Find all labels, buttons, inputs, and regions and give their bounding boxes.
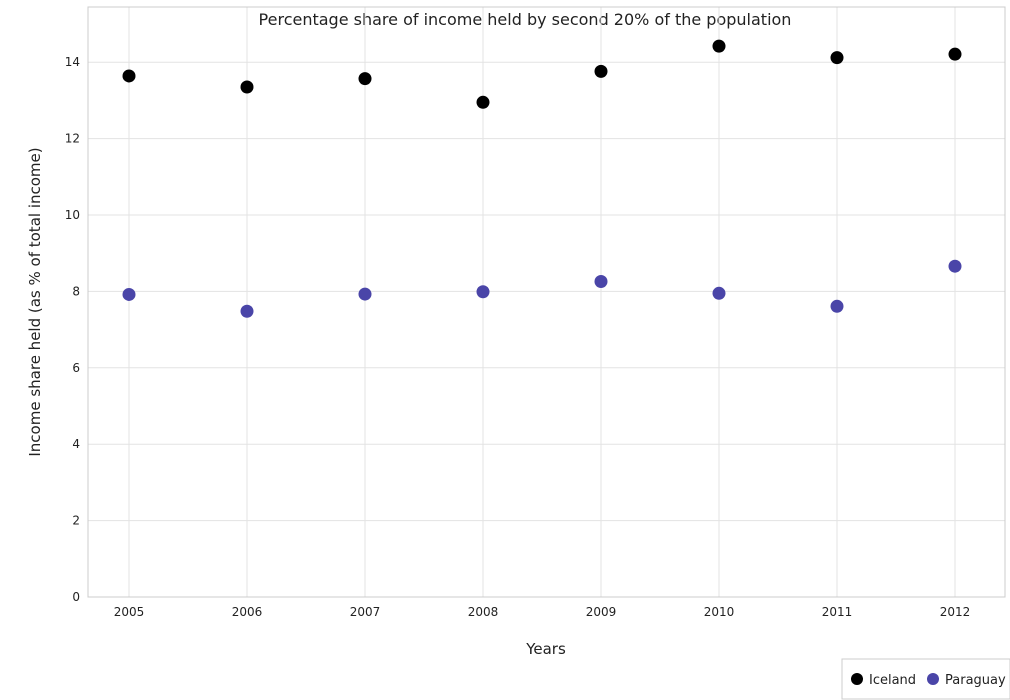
grid <box>88 7 1005 598</box>
y-axis: 0 2 4 6 8 10 12 14 <box>65 55 80 604</box>
y-axis-label: Income share held (as % of total income) <box>26 147 44 456</box>
x-tick-label: 2012 <box>940 605 971 619</box>
data-points <box>122 39 962 318</box>
y-tick-label: 6 <box>72 361 80 375</box>
point-paraguay <box>712 286 726 300</box>
x-tick-label: 2006 <box>232 605 263 619</box>
x-tick-label: 2008 <box>468 605 499 619</box>
x-tick-label: 2010 <box>704 605 735 619</box>
y-tick-label: 2 <box>72 514 80 528</box>
y-tick-label: 12 <box>65 132 80 146</box>
point-iceland <box>122 69 136 83</box>
chart-title: Percentage share of income held by secon… <box>259 10 792 29</box>
point-iceland <box>948 47 962 61</box>
point-paraguay <box>122 287 136 301</box>
y-tick-label: 14 <box>65 55 80 69</box>
y-tick-label: 4 <box>72 437 80 451</box>
point-paraguay <box>594 274 608 288</box>
point-paraguay <box>476 285 490 299</box>
x-tick-label: 2009 <box>586 605 617 619</box>
y-tick-label: 0 <box>72 590 80 604</box>
point-paraguay <box>358 287 372 301</box>
x-axis: 2005 2006 2007 2008 2009 2010 2011 2012 <box>114 605 971 619</box>
y-tick-label: 10 <box>65 208 80 222</box>
legend-marker-iceland <box>851 673 863 685</box>
point-iceland <box>830 51 844 65</box>
x-axis-label: Years <box>525 640 566 658</box>
point-paraguay <box>830 299 844 313</box>
legend: Iceland Paraguay <box>841 658 1010 700</box>
point-paraguay <box>948 259 962 273</box>
point-iceland <box>594 64 608 78</box>
point-paraguay <box>240 304 254 318</box>
plot-area <box>87 6 1006 598</box>
x-tick-label: 2005 <box>114 605 145 619</box>
point-iceland <box>240 80 254 94</box>
x-tick-label: 2011 <box>822 605 853 619</box>
legend-marker-paraguay <box>927 673 939 685</box>
point-iceland <box>476 95 490 109</box>
legend-label-paraguay: Paraguay <box>945 673 1006 688</box>
point-iceland <box>358 72 372 86</box>
x-tick-label: 2007 <box>350 605 381 619</box>
point-iceland <box>712 39 726 53</box>
legend-label-iceland: Iceland <box>869 673 916 688</box>
y-tick-label: 8 <box>72 284 80 298</box>
